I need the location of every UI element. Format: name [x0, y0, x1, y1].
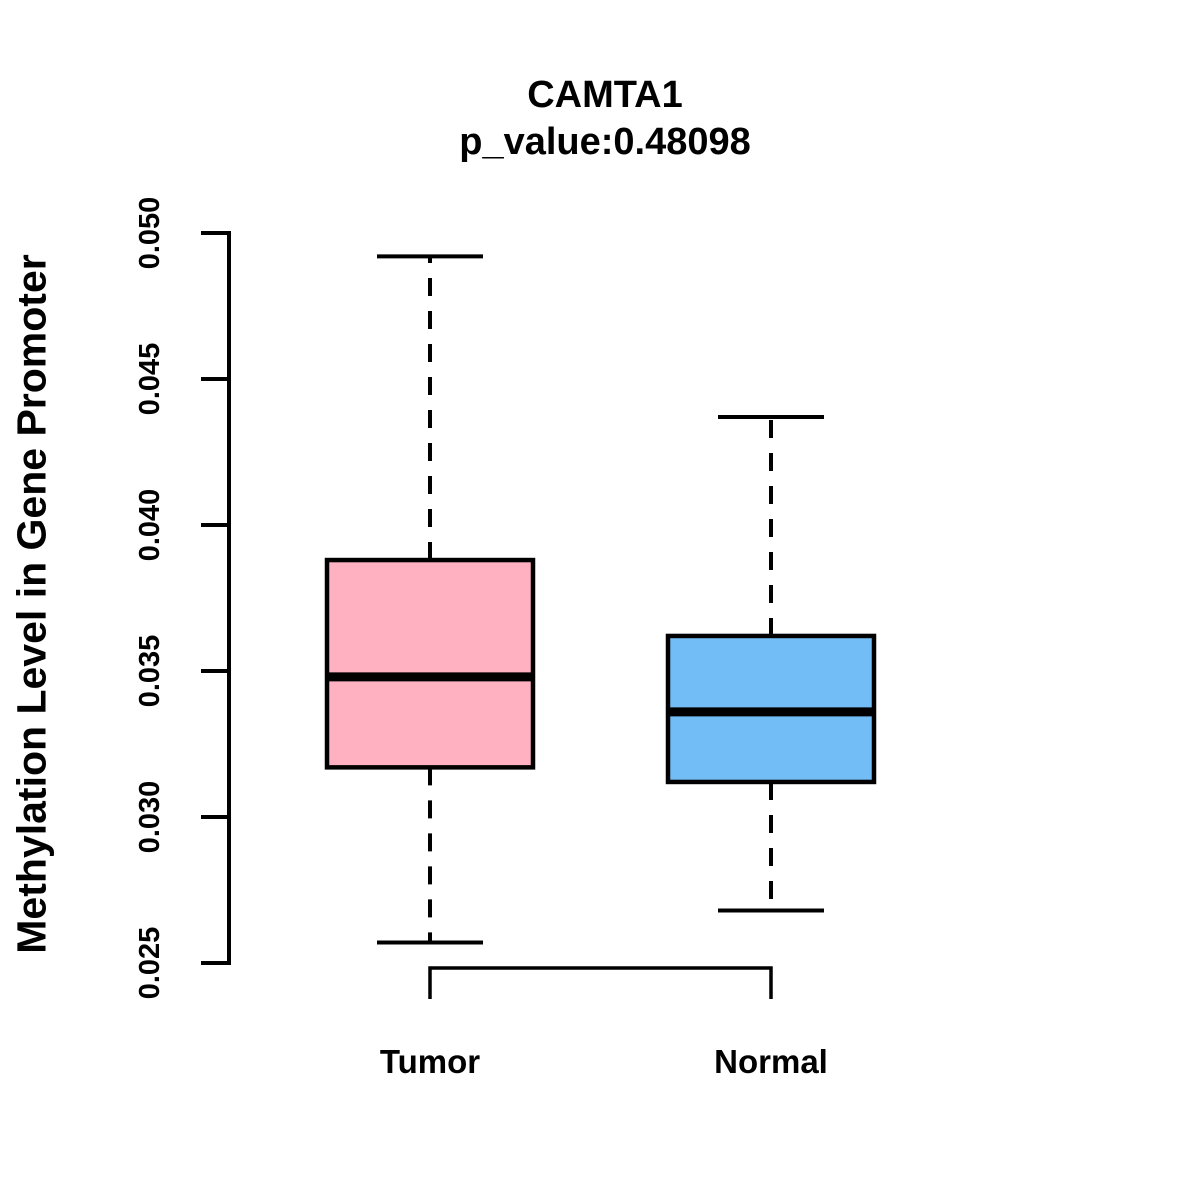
x-category-label: Tumor	[380, 1043, 480, 1080]
x-category-label: Normal	[714, 1043, 828, 1080]
chart-title-block: CAMTA1 p_value:0.48098	[0, 72, 1200, 166]
y-tick-label: 0.035	[134, 635, 166, 708]
iqr-box	[324, 557, 536, 770]
chart-subtitle: p_value:0.48098	[459, 121, 751, 163]
y-tick-label: 0.045	[134, 343, 166, 416]
chart-title: CAMTA1	[527, 74, 683, 116]
x-axis-bracket	[428, 966, 773, 999]
y-tick-label: 0.025	[134, 927, 166, 1000]
y-tick-label: 0.050	[134, 197, 166, 270]
y-tick-label: 0.040	[134, 489, 166, 562]
y-tick-label: 0.030	[134, 781, 166, 854]
